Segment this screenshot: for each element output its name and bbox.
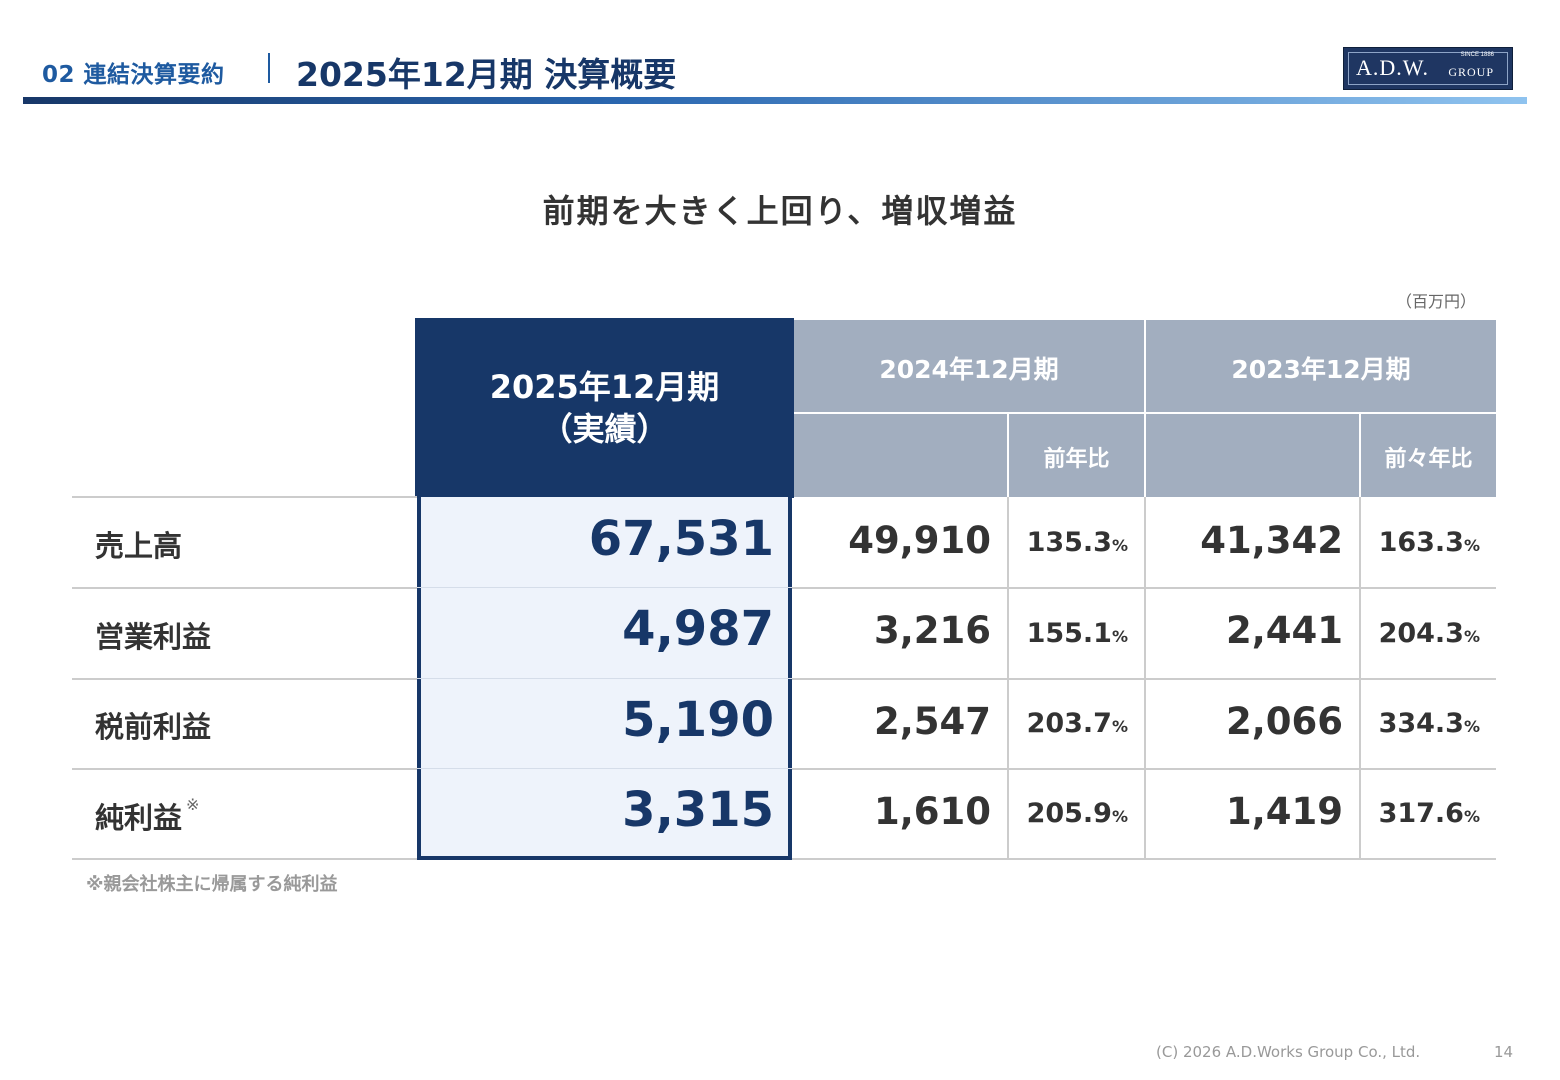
page-title: 2025年12月期 決算概要 — [296, 55, 677, 94]
prev-ratio-sales: 135.3% — [1026, 527, 1128, 558]
prev2-ratio-header-text: 前々年比 — [1384, 447, 1473, 472]
prev2-period-header: 2023年12月期 — [1146, 320, 1496, 412]
prev2-value-sales: 41,342 — [1200, 519, 1343, 562]
column-divider — [1144, 497, 1146, 860]
current-column-lower-edge — [417, 768, 792, 769]
prev-period-header-text: 2024年12月期 — [879, 355, 1059, 384]
row-divider — [72, 587, 417, 589]
prev2-value-pretax-profit: 2,066 — [1225, 700, 1343, 743]
logo-since-text: SINCE 1886 — [1460, 52, 1494, 58]
column-divider — [1007, 497, 1009, 860]
page-number: 14 — [1494, 1043, 1514, 1061]
row-divider — [72, 768, 417, 770]
prev-value-pretax-profit: 2,547 — [873, 700, 991, 743]
row-label-operating-profit: 営業利益 — [95, 620, 212, 654]
row-divider — [72, 496, 417, 498]
prev2-value-net-profit: 1,419 — [1225, 790, 1343, 833]
prev-ratio-net-profit: 205.9% — [1026, 798, 1128, 829]
current-period-header: 2025年12月期 （実績） — [415, 318, 794, 498]
current-period-header-line1: 2025年12月期 — [489, 368, 720, 406]
headline: 前期を大きく上回り、増収増益 — [542, 192, 1018, 230]
current-column-lower-edge — [417, 678, 792, 679]
prev-ratio-operating-profit: 155.1% — [1026, 618, 1128, 649]
prev-value-operating-profit: 3,216 — [873, 609, 991, 652]
prev-period-header: 2024年12月期 — [794, 320, 1144, 412]
prev2-ratio-subheader: 前々年比 — [1361, 414, 1496, 497]
current-value-sales: 67,531 — [588, 511, 774, 567]
prev-value-sales: 49,910 — [848, 519, 991, 562]
prev-ratio-pretax-profit: 203.7% — [1026, 708, 1128, 739]
company-logo: A.D.W. SINCE 1886 GROUP — [1343, 47, 1513, 90]
prev-ratio-header-text: 前年比 — [1043, 447, 1110, 472]
prev-value-net-profit: 1,610 — [873, 790, 991, 833]
column-divider — [1359, 497, 1361, 860]
prev-ratio-subheader: 前年比 — [1009, 414, 1144, 497]
current-column-lower-edge — [417, 587, 792, 588]
prev2-ratio-net-profit: 317.6% — [1378, 798, 1480, 829]
note-mark: ※ — [186, 795, 200, 814]
prev-value-subheader — [794, 414, 1007, 497]
unit-label: （百万円） — [1395, 292, 1476, 311]
row-label-net-profit: 純利益 ※ — [95, 795, 199, 837]
logo-group-text: GROUP — [1448, 65, 1494, 79]
current-period-header-line2: （実績） — [540, 410, 669, 448]
prev2-ratio-operating-profit: 204.3% — [1378, 618, 1480, 649]
prev2-ratio-pretax-profit: 334.3% — [1378, 708, 1480, 739]
row-label-net-profit-text: 純利益 — [95, 801, 183, 835]
header-gradient-bar — [23, 97, 1527, 104]
header-divider — [268, 53, 270, 83]
current-value-pretax-profit: 5,190 — [622, 692, 774, 748]
current-value-operating-profit: 4,987 — [622, 601, 774, 657]
section-label: 02 連結決算要約 — [42, 62, 225, 88]
footnote: ※親会社株主に帰属する純利益 — [86, 874, 338, 895]
row-label-sales: 売上高 — [95, 529, 183, 563]
copyright: (C) 2026 A.D.Works Group Co., Ltd. — [1156, 1043, 1421, 1061]
row-divider — [72, 858, 417, 860]
row-divider — [72, 678, 417, 680]
prev2-ratio-sales: 163.3% — [1378, 527, 1480, 558]
prev2-value-subheader — [1146, 414, 1359, 497]
row-label-pretax-profit: 税前利益 — [95, 710, 212, 744]
prev2-value-operating-profit: 2,441 — [1225, 609, 1343, 652]
prev2-period-header-text: 2023年12月期 — [1231, 355, 1411, 384]
logo-main-text: A.D.W. — [1356, 55, 1430, 80]
current-value-net-profit: 3,315 — [622, 782, 774, 838]
logo-frame — [1348, 52, 1508, 85]
